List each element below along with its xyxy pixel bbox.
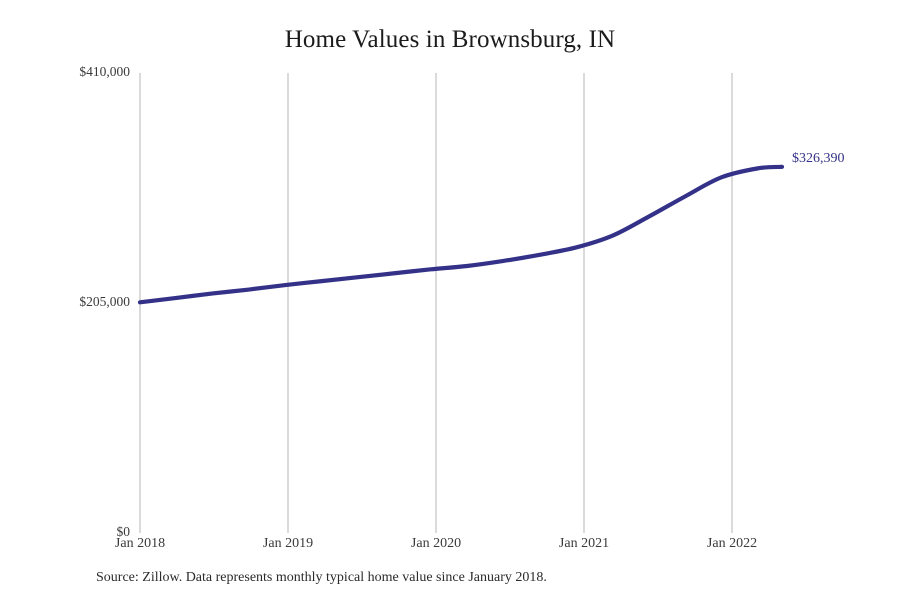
x-tick-label-jan-2021: Jan 2021: [558, 536, 610, 551]
series-end-value-label: $326,390: [792, 151, 845, 166]
y-tick-label-205000: $205,000: [79, 294, 130, 309]
gridlines: [139, 73, 733, 533]
source-note: Source: Zillow. Data represents monthly …: [96, 570, 547, 585]
x-tick-label-jan-2019: Jan 2019: [262, 536, 314, 551]
x-tick-label-jan-2020: Jan 2020: [410, 536, 462, 551]
x-tick-label-jan-2022: Jan 2022: [706, 536, 758, 551]
y-axis: $410,000 $205,000 $0: [25, 0, 130, 600]
y-tick-label-410000: $410,000: [79, 64, 130, 79]
y-tick-label-0: $0: [116, 524, 131, 539]
chart-title: Home Values in Brownsburg, IN: [284, 26, 616, 53]
x-tick-label-jan-2018: Jan 2018: [114, 536, 166, 551]
line-series-typical-home-value: [137, 164, 785, 305]
